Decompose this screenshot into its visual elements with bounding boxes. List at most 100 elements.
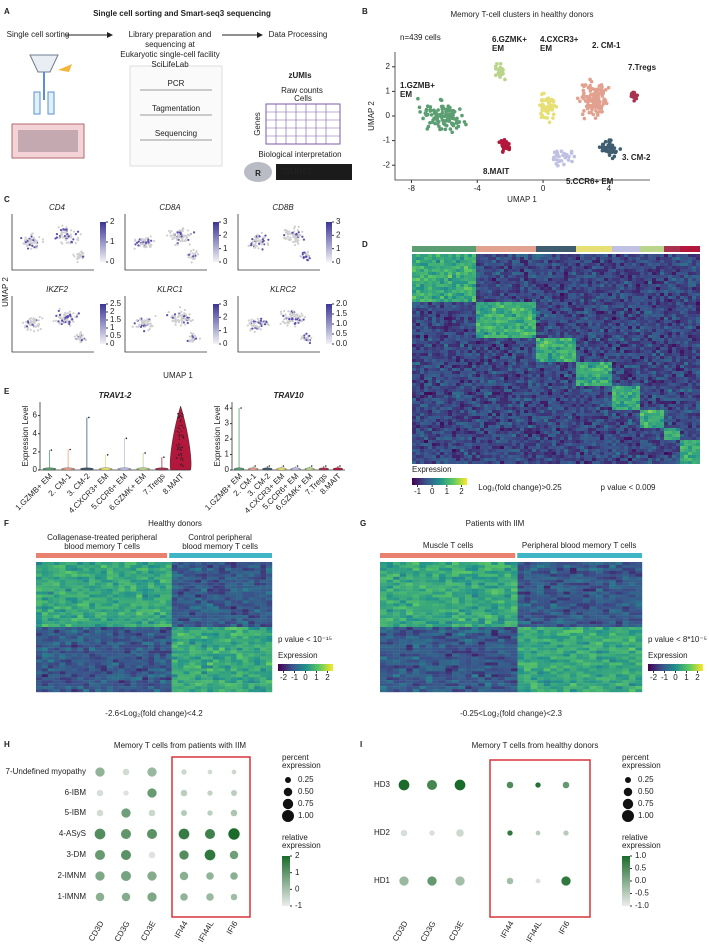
heatmap-cell bbox=[532, 419, 536, 422]
heatmap-cell bbox=[436, 443, 440, 446]
heatmap-cell bbox=[440, 257, 444, 260]
heatmap-cell bbox=[524, 293, 528, 296]
heatmap-cell bbox=[460, 320, 464, 323]
heatmap-cell bbox=[608, 449, 612, 452]
heatmap-cell bbox=[504, 275, 508, 278]
heatmap-cell bbox=[516, 344, 520, 347]
panel-letter: G bbox=[360, 519, 366, 528]
heatmap-cell bbox=[464, 443, 468, 446]
scale-tick-label: 3 bbox=[223, 217, 228, 226]
heatmap-cell bbox=[440, 293, 444, 296]
heatmap-cell bbox=[432, 407, 436, 410]
heatmap-cell bbox=[424, 311, 428, 314]
heatmap-cell bbox=[500, 302, 504, 305]
heatmap-cell bbox=[588, 413, 592, 416]
heatmap-cell bbox=[452, 422, 456, 425]
heatmap-cell bbox=[524, 410, 528, 413]
heatmap-cell bbox=[504, 284, 508, 287]
heatmap-cell bbox=[496, 335, 500, 338]
heatmap-cell bbox=[556, 347, 560, 350]
heatmap-cell bbox=[480, 368, 484, 371]
heatmap-cell bbox=[444, 299, 448, 302]
heatmap-cell bbox=[452, 302, 456, 305]
heatmap-cell bbox=[460, 260, 464, 263]
heatmap-cell bbox=[528, 269, 532, 272]
heatmap-cell bbox=[576, 272, 580, 275]
heatmap-cell bbox=[524, 308, 528, 311]
heatmap-cell bbox=[520, 320, 524, 323]
heatmap-cell bbox=[412, 392, 416, 395]
heatmap-cell bbox=[536, 272, 540, 275]
heatmap-cell bbox=[508, 449, 512, 452]
heatmap-cell bbox=[412, 266, 416, 269]
cell-point bbox=[72, 320, 75, 323]
heatmap-cell bbox=[564, 386, 568, 389]
heatmap-cell bbox=[416, 311, 420, 314]
heatmap-cell bbox=[412, 275, 416, 278]
heatmap-cell bbox=[436, 293, 440, 296]
heatmap-cell bbox=[456, 287, 460, 290]
heatmap-cell bbox=[596, 434, 600, 437]
heatmap-cell bbox=[524, 389, 528, 392]
heatmap-cell bbox=[516, 425, 520, 428]
heatmap-cell bbox=[424, 335, 428, 338]
heatmap-cell bbox=[512, 350, 516, 353]
heatmap-cell bbox=[528, 371, 532, 374]
heatmap-cell bbox=[540, 461, 544, 464]
heatmap-cell bbox=[560, 437, 564, 440]
heatmap-cell bbox=[484, 287, 488, 290]
cell-point bbox=[551, 112, 556, 117]
heatmap-cell bbox=[432, 272, 436, 275]
heatmap-cell bbox=[588, 305, 592, 308]
cell-point bbox=[294, 236, 297, 239]
heatmap-cell bbox=[420, 371, 424, 374]
heatmap-cell bbox=[412, 422, 416, 425]
heatmap-cell bbox=[600, 284, 604, 287]
cell-point bbox=[257, 247, 260, 250]
heatmap-cell bbox=[608, 305, 612, 308]
heatmap-cell bbox=[576, 296, 580, 299]
cell-point bbox=[557, 154, 561, 159]
heatmap-cell bbox=[528, 404, 532, 407]
heatmap-cell bbox=[456, 281, 460, 284]
heatmap-cell bbox=[524, 419, 528, 422]
heatmap-cell bbox=[576, 287, 580, 290]
cell-point bbox=[64, 238, 67, 242]
heatmap-cell bbox=[456, 404, 460, 407]
heatmap-cell bbox=[568, 257, 572, 260]
heatmap-cell bbox=[428, 323, 432, 326]
heatmap-cell bbox=[524, 269, 528, 272]
heatmap-cell bbox=[488, 332, 492, 335]
heatmap-cell bbox=[568, 443, 572, 446]
heatmap-cell bbox=[508, 326, 512, 329]
heatmap-cell bbox=[480, 272, 484, 275]
heatmap-cell bbox=[428, 434, 432, 437]
heatmap-cell bbox=[452, 311, 456, 314]
heatmap-cell bbox=[540, 374, 544, 377]
heatmap-cell bbox=[484, 317, 488, 320]
heatmap-cell bbox=[572, 278, 576, 281]
heatmap-cell bbox=[424, 269, 428, 272]
heatmap-cell bbox=[492, 350, 496, 353]
heatmap-cell bbox=[432, 356, 436, 359]
heatmap-cell bbox=[544, 272, 548, 275]
heatmap-cell bbox=[512, 329, 516, 332]
heatmap-cell bbox=[536, 329, 540, 332]
heatmap-cell bbox=[588, 377, 592, 380]
heatmap-cell bbox=[472, 395, 476, 398]
heatmap-cell bbox=[532, 374, 536, 377]
heatmap-cell bbox=[552, 308, 556, 311]
heatmap-cell bbox=[588, 332, 592, 335]
heatmap-cell bbox=[432, 458, 436, 461]
heatmap-cell bbox=[572, 320, 576, 323]
cell-point bbox=[428, 108, 432, 112]
heatmap-cell bbox=[520, 413, 524, 416]
heatmap-cell bbox=[604, 284, 608, 287]
heatmap-cell bbox=[412, 368, 416, 371]
heatmap-cell bbox=[556, 290, 560, 293]
heatmap-cell bbox=[548, 416, 552, 419]
heatmap-cell bbox=[532, 404, 536, 407]
heatmap-cell bbox=[496, 416, 500, 419]
heatmap-cell bbox=[468, 269, 472, 272]
heatmap-cell bbox=[424, 389, 428, 392]
